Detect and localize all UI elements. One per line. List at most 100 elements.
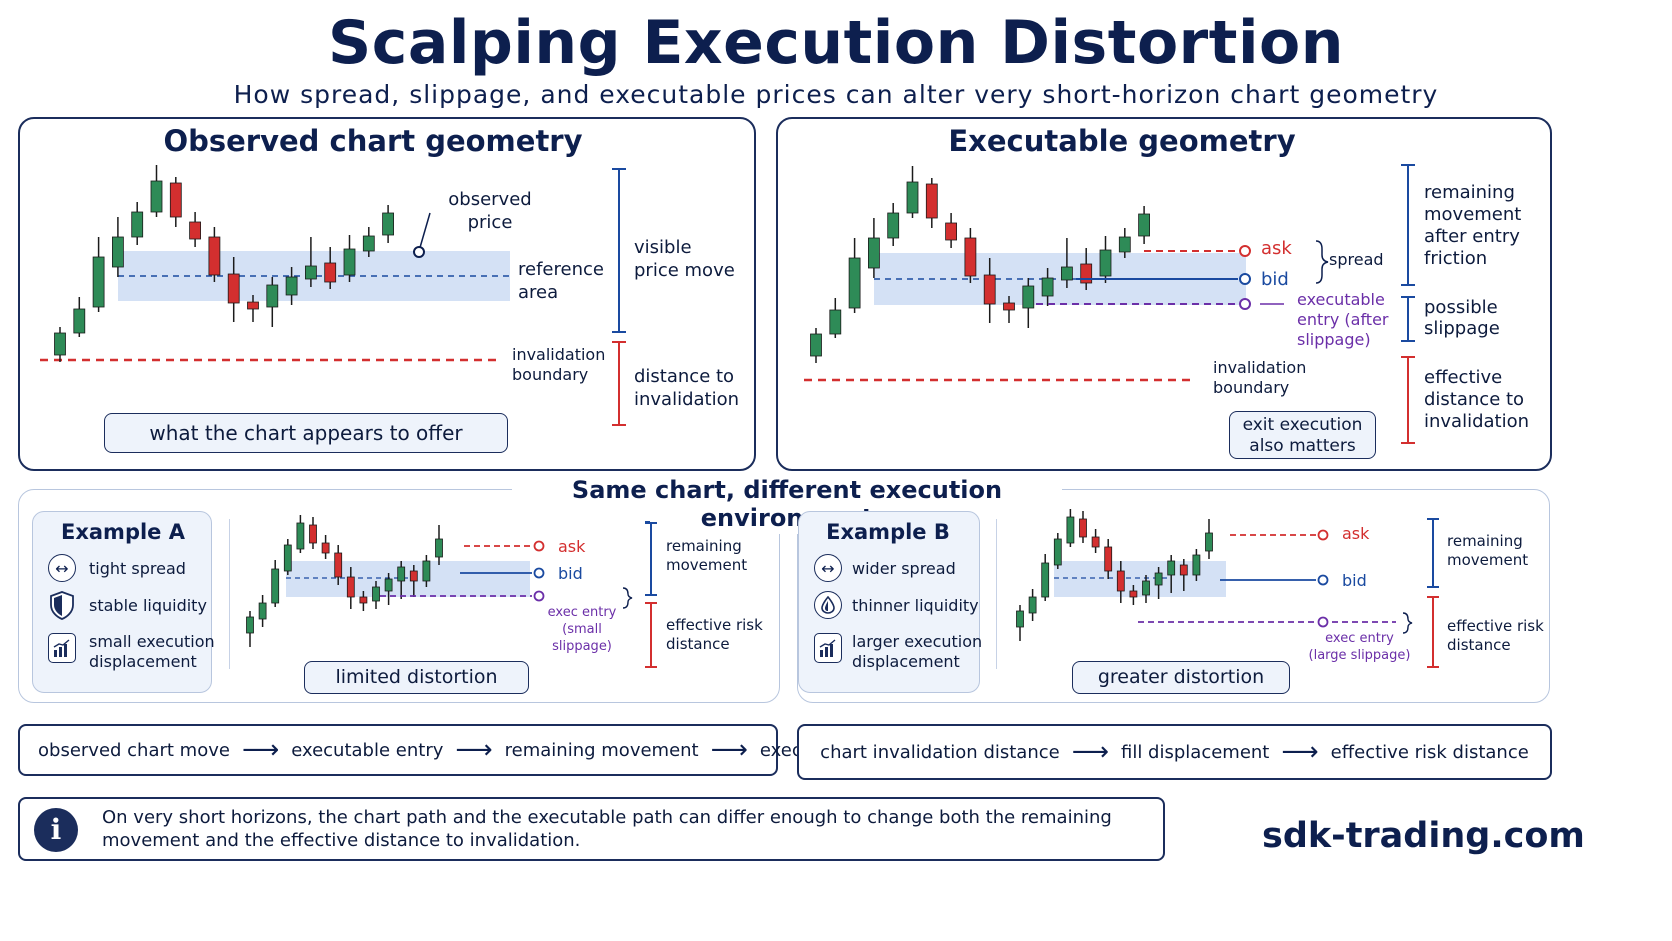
section-title: Same chart, different execution environm… xyxy=(512,474,1062,534)
execution-flow-right: chart invalidation distance ⟶ fill displ… xyxy=(797,724,1552,780)
observed-panel-title: Observed chart geometry xyxy=(163,124,583,158)
flow-step: remaining movement xyxy=(504,739,699,761)
bar-chart-icon xyxy=(48,633,76,663)
candle-body xyxy=(382,212,395,236)
candle-body xyxy=(1066,516,1075,544)
executable-panel-title: Executable geometry xyxy=(948,124,1296,158)
candle-body xyxy=(362,235,375,252)
candle-body xyxy=(258,602,267,620)
effective-distance-label: effective distance to invalidation xyxy=(1424,367,1530,432)
candles-example-a xyxy=(246,515,443,647)
candle-body xyxy=(1079,518,1087,538)
candle-body xyxy=(1099,249,1112,277)
example-b-ask-label: ask xyxy=(1342,524,1370,543)
candle-body xyxy=(1041,562,1050,598)
flow-step: chart invalidation distance xyxy=(820,741,1060,763)
greater-distortion-pill: greater distortion xyxy=(1072,661,1290,694)
candle-body xyxy=(868,237,880,269)
example-a-item-displacement: small execution displacement xyxy=(89,632,215,671)
candle-body xyxy=(1053,538,1062,566)
candle-body xyxy=(208,236,221,276)
slippage-brace xyxy=(622,587,633,609)
candle-body xyxy=(266,284,279,308)
candles-example-b xyxy=(1016,509,1213,641)
candle-body xyxy=(112,236,124,268)
candle-body xyxy=(1142,580,1150,596)
example-a-divider xyxy=(229,519,230,669)
candle-body xyxy=(131,211,144,238)
slippage-brace xyxy=(1402,612,1413,634)
candle-body xyxy=(1179,564,1188,576)
visible-price-move-label: visible price move xyxy=(634,237,735,281)
bar-chart-icon xyxy=(814,633,842,663)
candle-body xyxy=(309,524,317,544)
observed-price-label: observed price xyxy=(448,189,532,233)
flow-step: effective risk distance xyxy=(1330,741,1529,763)
ask-marker xyxy=(1239,245,1251,257)
example-a-ask-label: ask xyxy=(558,537,586,556)
executable-entry-label: executable entry (after slippage) xyxy=(1297,290,1389,349)
bid-marker xyxy=(1239,273,1251,285)
bid-marker xyxy=(533,567,545,579)
spread-brace xyxy=(1315,240,1329,284)
candle-body xyxy=(887,212,900,239)
example-a-item-spread: tight spread xyxy=(89,559,186,578)
execution-flow-left: observed chart move ⟶ executable entry ⟶… xyxy=(18,724,898,776)
ask-marker xyxy=(533,540,545,552)
candle-body xyxy=(359,596,368,604)
info-text: On very short horizons, the chart path a… xyxy=(102,807,1112,851)
candles-observed xyxy=(54,165,395,362)
candle-body xyxy=(304,265,317,280)
bid-label: bid xyxy=(1261,269,1289,290)
candle-body xyxy=(964,237,977,277)
distance-to-invalidation-label: distance to invalidation xyxy=(634,366,740,410)
candle-body xyxy=(1080,263,1093,284)
example-b-chart xyxy=(1016,509,1413,641)
info-box xyxy=(18,797,1165,861)
candle-body xyxy=(1022,285,1035,309)
candle-body xyxy=(324,262,337,283)
candle-body xyxy=(150,180,163,213)
example-b-title: Example B xyxy=(826,520,950,544)
candle-body xyxy=(397,566,406,582)
observed-price-marker xyxy=(413,246,425,258)
exit-execution-pill: exit execution also matters xyxy=(1229,411,1376,459)
info-icon: i xyxy=(34,808,78,852)
arrow-right-icon: ⟶ xyxy=(455,735,493,765)
candle-body xyxy=(372,586,380,602)
candle-body xyxy=(1129,590,1138,598)
candle-body xyxy=(1154,572,1163,586)
candle-body xyxy=(227,273,240,304)
example-a-remaining-label: remaining movement xyxy=(666,537,748,574)
candle-body xyxy=(1091,536,1100,548)
observed-offer-pill: what the chart appears to offer xyxy=(104,413,508,453)
candle-body xyxy=(1138,213,1151,237)
candle-body xyxy=(384,578,393,592)
candle-body xyxy=(283,544,292,572)
candle-body xyxy=(1118,236,1131,253)
reference-area-label: reference area xyxy=(518,259,604,303)
entry-marker xyxy=(1317,616,1329,628)
candle-body xyxy=(925,183,938,219)
brand-url[interactable]: sdk-trading.com xyxy=(1262,816,1585,856)
example-a-risk-label: effective risk distance xyxy=(666,616,763,653)
candle-body xyxy=(321,542,330,554)
example-b-item-displacement: larger execution displacement xyxy=(852,632,983,671)
candle-body xyxy=(1003,302,1015,311)
candle-body xyxy=(906,181,919,214)
possible-slippage-label: possible slippage xyxy=(1424,297,1500,339)
candle-body xyxy=(1192,554,1201,576)
candle-body xyxy=(334,552,343,578)
arrow-right-icon: ⟶ xyxy=(710,735,748,765)
arrows-icon: ↔ xyxy=(814,554,842,582)
entry-marker xyxy=(1239,298,1251,310)
candle-body xyxy=(271,568,280,604)
example-b-risk-label: effective risk distance xyxy=(1447,617,1544,654)
example-b-item-spread: wider spread xyxy=(852,559,956,578)
spread-label: spread xyxy=(1329,250,1384,269)
example-a-brackets xyxy=(645,522,657,668)
shield-icon xyxy=(48,590,76,624)
limited-distortion-pill: limited distortion xyxy=(304,661,529,694)
candle-body xyxy=(1016,610,1024,628)
exec-invalidation-label: invalidation boundary xyxy=(1213,358,1307,397)
